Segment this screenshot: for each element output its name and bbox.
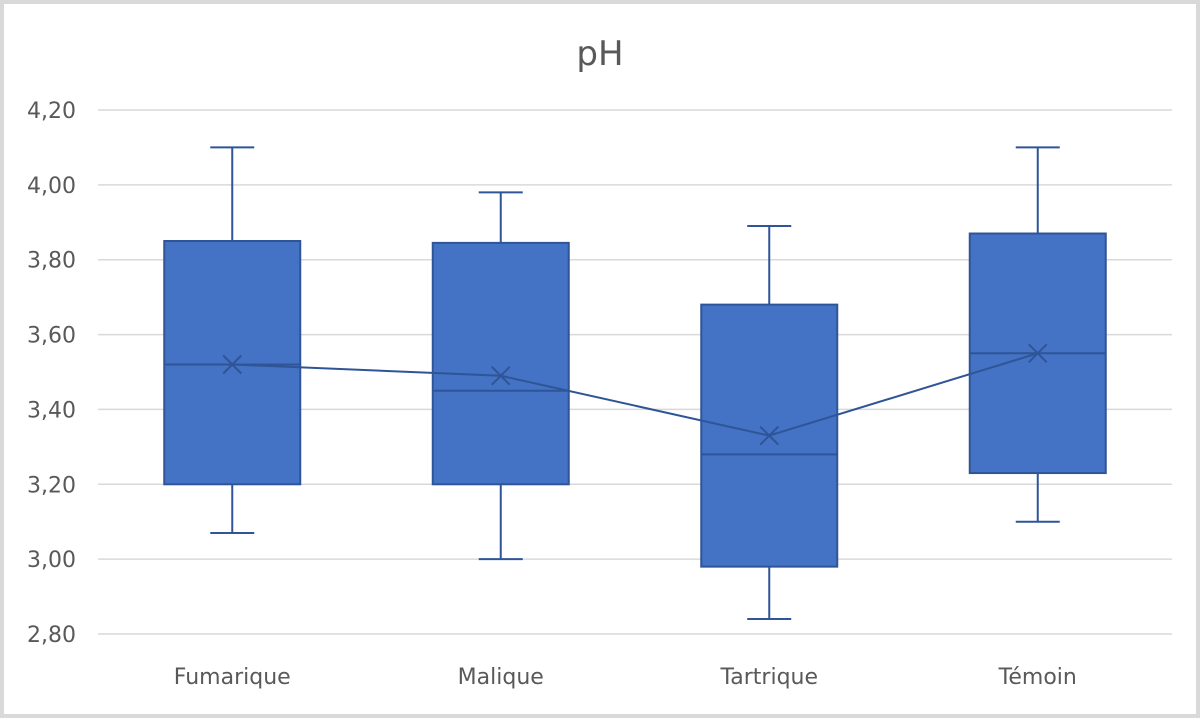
y-tick-label: 3,00: [27, 548, 76, 573]
x-category-label: Malique: [458, 665, 544, 690]
box-malique: [431, 191, 570, 561]
mean-line: [232, 352, 1039, 437]
mean-marker-stroke: [759, 425, 779, 446]
y-tick-label: 4,00: [27, 174, 76, 199]
y-tick-label: 2,80: [27, 623, 76, 648]
y-tick-label: 3,20: [27, 473, 76, 498]
x-category-label: Témoin: [998, 665, 1077, 690]
x-category-label: Tartrique: [719, 665, 818, 690]
mean-marker: [491, 366, 511, 386]
box-fumarique: [163, 146, 302, 534]
y-tick-label: 3,80: [27, 249, 76, 274]
box-témoin: [968, 146, 1107, 523]
box-tartrique: [700, 225, 839, 621]
iqr-box: [163, 240, 302, 486]
x-category-label: Fumarique: [174, 665, 291, 690]
y-tick-label: 3,40: [27, 398, 76, 423]
chart-title: pH: [576, 34, 624, 74]
y-tick-label: 3,60: [27, 324, 76, 349]
mean-marker-stroke: [222, 354, 242, 375]
mean-marker: [759, 425, 779, 446]
mean-marker-stroke: [491, 366, 511, 386]
mean-marker-stroke: [1028, 343, 1048, 363]
iqr-box: [431, 241, 570, 486]
mean-marker: [1028, 343, 1048, 363]
y-tick-label: 4,20: [27, 99, 76, 124]
mean-marker: [222, 354, 242, 375]
